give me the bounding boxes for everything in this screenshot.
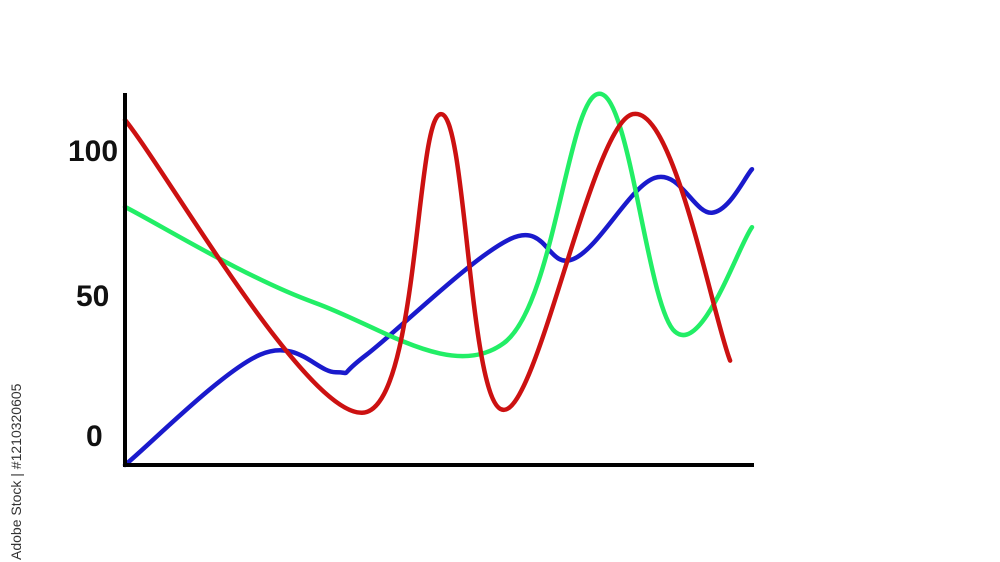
- y-tick-label-0: 0: [86, 420, 103, 453]
- side-caption: Adobe Stock | #1210320605: [8, 383, 24, 560]
- y-tick-label-100: 100: [68, 135, 118, 168]
- series-layer: [122, 91, 755, 468]
- y-tick-label-50: 50: [76, 280, 109, 313]
- series-line-3: [122, 111, 733, 416]
- series-line-2: [122, 91, 755, 359]
- series-line-1: [122, 166, 755, 468]
